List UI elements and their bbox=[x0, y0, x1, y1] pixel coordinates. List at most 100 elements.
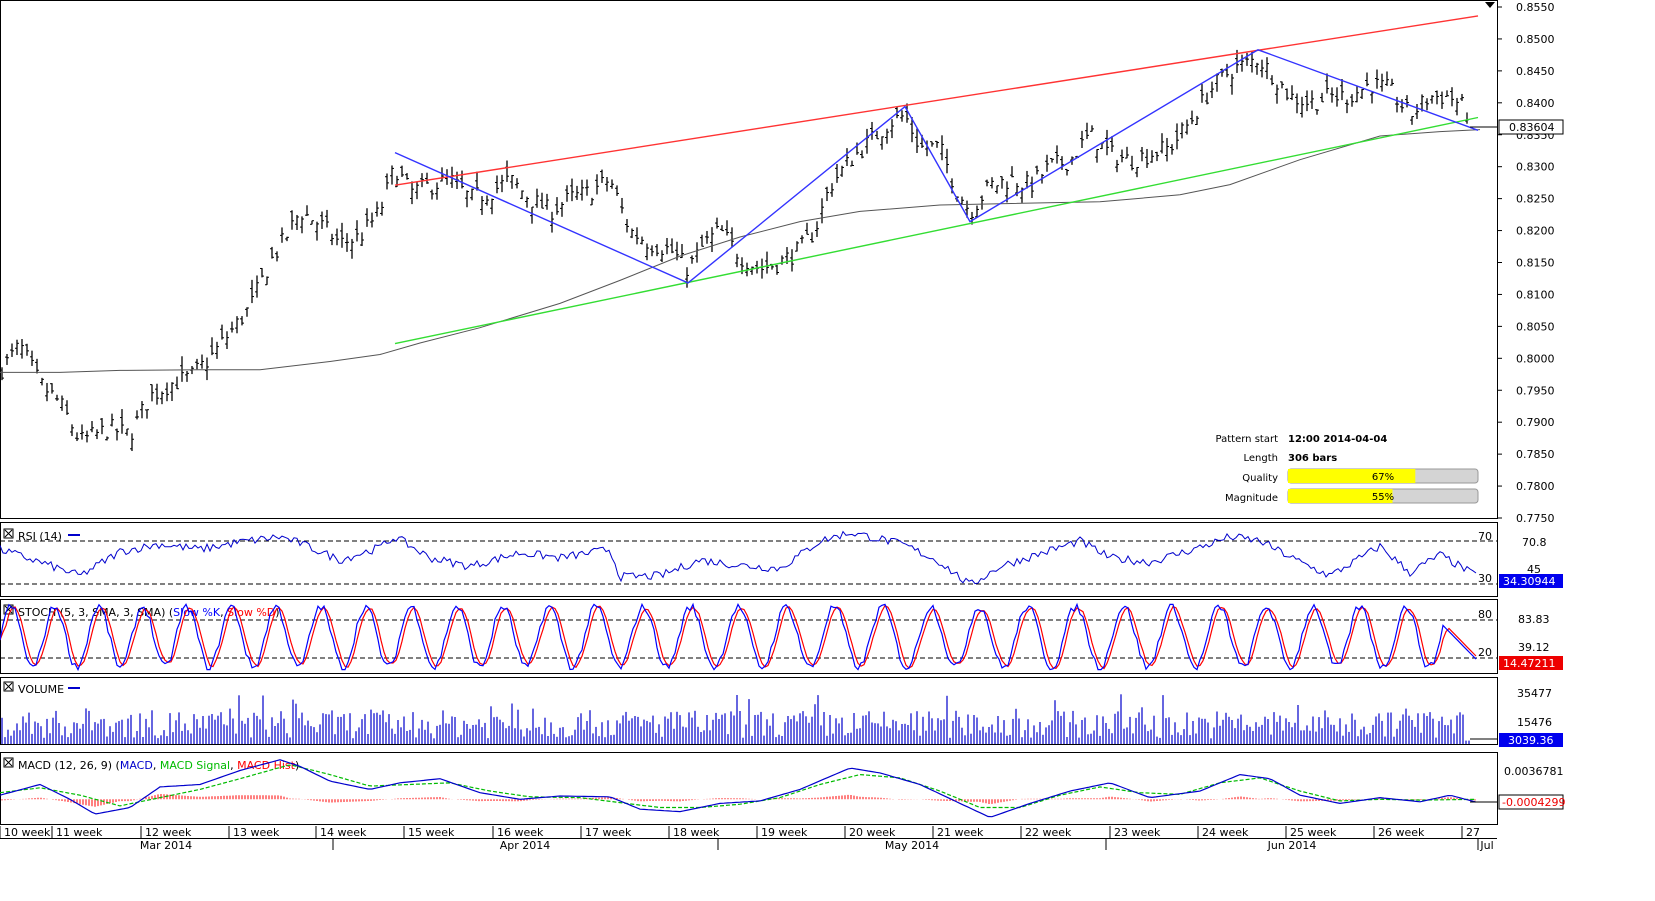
ohlc-bar bbox=[385, 173, 389, 190]
ohlc-bar bbox=[170, 382, 174, 402]
price-tick-label: 0.8500 bbox=[1516, 33, 1555, 46]
ohlc-bar bbox=[875, 130, 879, 140]
macd-legend-hist: MACD Hist bbox=[237, 759, 296, 772]
quality-value: 67% bbox=[1372, 472, 1394, 483]
scroll-marker-icon[interactable] bbox=[1485, 2, 1495, 8]
ohlc-bar bbox=[1435, 90, 1439, 105]
quality-label: Quality bbox=[1242, 473, 1278, 484]
ohlc-bar bbox=[665, 237, 669, 255]
ohlc-bar bbox=[325, 209, 329, 228]
ohlc-bar bbox=[1150, 150, 1154, 163]
week-label: 12 week bbox=[145, 826, 192, 839]
price-tick-label: 0.8400 bbox=[1516, 97, 1555, 110]
week-label: 10 week bbox=[4, 826, 51, 839]
ohlc-bar bbox=[1035, 165, 1039, 175]
ohlc-bar bbox=[710, 227, 714, 253]
ohlc-bar bbox=[1250, 50, 1254, 73]
ohlc-bar bbox=[1315, 109, 1319, 115]
ohlc-bar bbox=[465, 190, 469, 208]
x-axis: 10 week 11 week 12 week 13 week 14 week 15 we… bbox=[0, 826, 1497, 852]
ohlc-bar bbox=[1010, 166, 1014, 178]
ohlc-bar bbox=[690, 255, 694, 264]
price-tick-label: 0.7950 bbox=[1516, 384, 1555, 397]
macd-tick-upper: 0.0036781 bbox=[1504, 765, 1564, 778]
ohlc-bar bbox=[435, 182, 439, 200]
ohlc-bar bbox=[1050, 158, 1054, 163]
ohlc-bar bbox=[420, 173, 424, 188]
ohlc-bar bbox=[440, 167, 444, 182]
week-label: 16 week bbox=[497, 826, 544, 839]
pattern-start-value: 12:00 2014-04-04 bbox=[1288, 434, 1387, 445]
ohlc-bar bbox=[1125, 146, 1129, 159]
ohlc-bar bbox=[470, 188, 474, 201]
zigzag-line bbox=[394, 49, 1479, 284]
ohlc-bar bbox=[1175, 123, 1179, 150]
week-label: 14 week bbox=[320, 826, 367, 839]
ohlc-bar bbox=[175, 376, 179, 390]
ohlc-bar bbox=[1025, 170, 1029, 189]
ohlc-bar bbox=[940, 135, 944, 161]
ohlc-bar bbox=[1450, 87, 1454, 107]
ohlc-bar bbox=[105, 436, 109, 441]
ohlc-bar bbox=[845, 148, 849, 166]
ohlc-bar bbox=[230, 321, 234, 333]
ohlc-bar bbox=[1270, 75, 1274, 86]
ohlc-bar bbox=[45, 382, 49, 402]
ohlc-bar bbox=[1295, 93, 1299, 114]
ohlc-bar bbox=[775, 264, 779, 275]
ohlc-bar bbox=[650, 245, 654, 257]
ohlc-bar bbox=[280, 227, 284, 243]
ohlc-bar bbox=[50, 383, 54, 394]
ohlc-bar bbox=[1320, 92, 1324, 103]
ohlc-bar bbox=[335, 228, 339, 246]
ohlc-bar bbox=[840, 165, 844, 177]
ohlc-bar bbox=[1105, 129, 1109, 156]
ohlc-bar bbox=[585, 179, 589, 196]
week-label: 26 week bbox=[1378, 826, 1425, 839]
ohlc-bar bbox=[645, 243, 649, 261]
ohlc-bar bbox=[600, 169, 604, 183]
ohlc-bar bbox=[1340, 79, 1344, 101]
ohlc-bar bbox=[1120, 149, 1124, 163]
resistance-line bbox=[394, 15, 1479, 186]
ohlc-bar bbox=[405, 173, 409, 180]
price-tick-label: 0.8200 bbox=[1516, 225, 1555, 238]
ohlc-bar bbox=[945, 148, 949, 174]
ohlc-bar bbox=[635, 227, 639, 245]
panel-toggle-icon[interactable] bbox=[3, 681, 14, 692]
ohlc-bar bbox=[795, 241, 799, 252]
ohlc-bar bbox=[720, 225, 724, 232]
ohlc-bar bbox=[80, 424, 84, 440]
panel-toggle-icon[interactable] bbox=[3, 757, 14, 768]
length-label: Length bbox=[1244, 453, 1279, 464]
panel-toggle-icon[interactable] bbox=[3, 528, 14, 539]
week-label: 25 week bbox=[1290, 826, 1337, 839]
ohlc-bar bbox=[1280, 81, 1284, 89]
ohlc-bar bbox=[850, 160, 854, 167]
price-tick-label: 0.7750 bbox=[1516, 512, 1555, 525]
ohlc-bar bbox=[180, 356, 184, 382]
ohlc-bar bbox=[305, 205, 309, 216]
ohlc-bar bbox=[1095, 148, 1099, 163]
ohlc-bar bbox=[415, 182, 419, 200]
price-tick-label: 0.7850 bbox=[1516, 448, 1555, 461]
ohlc-bar bbox=[1200, 84, 1204, 103]
macd-panel: MACD (12, 26, 9) (MACD, MACD Signal, MAC… bbox=[0, 752, 1565, 825]
ohlc-bar bbox=[670, 238, 674, 254]
ohlc-bar bbox=[830, 183, 834, 197]
week-label: 20 week bbox=[849, 826, 896, 839]
ohlc-bar bbox=[1185, 119, 1189, 135]
rsi-lines bbox=[0, 530, 1477, 585]
ohlc-bar bbox=[730, 227, 734, 248]
week-label: 11 week bbox=[56, 826, 103, 839]
ohlc-bar bbox=[1245, 52, 1249, 66]
ohlc-bar bbox=[625, 219, 629, 233]
rsi-tick-30: 30 bbox=[1478, 572, 1492, 585]
ohlc-bar bbox=[835, 164, 839, 183]
ohlc-bar bbox=[820, 198, 824, 224]
ohlc-bar bbox=[360, 232, 364, 247]
ohlc-bar bbox=[1135, 166, 1139, 178]
ohlc-bar bbox=[1085, 122, 1089, 140]
ohlc-bar bbox=[1335, 87, 1339, 107]
